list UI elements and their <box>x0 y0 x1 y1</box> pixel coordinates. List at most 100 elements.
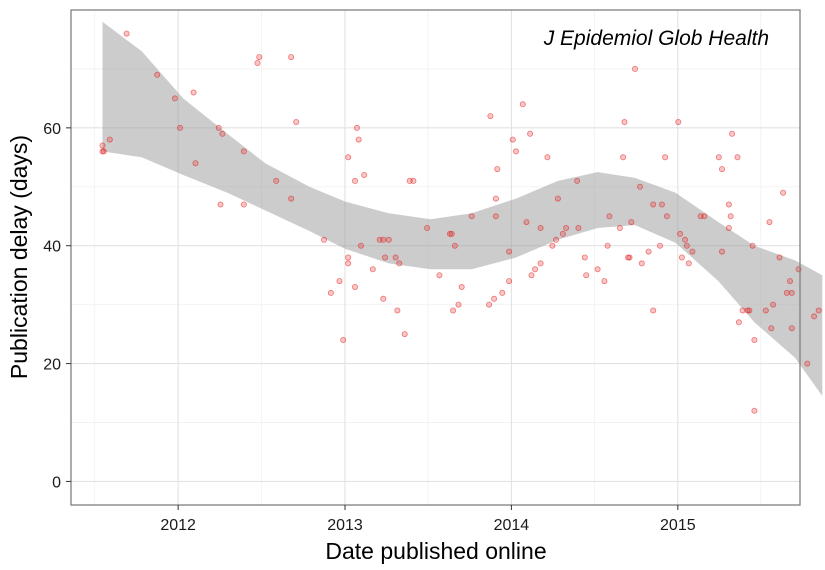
data-point <box>219 130 226 137</box>
data-point <box>574 177 581 184</box>
data-point <box>616 224 623 231</box>
data-point <box>491 295 498 302</box>
data-point <box>770 301 777 308</box>
data-point <box>492 213 499 220</box>
journal-annotation: J Epidemiol Glob Health <box>543 27 769 50</box>
data-point <box>506 278 513 285</box>
data-point <box>380 236 387 243</box>
data-point <box>662 154 669 161</box>
data-point <box>123 30 130 37</box>
data-point <box>751 407 758 414</box>
data-point <box>192 160 199 167</box>
data-point <box>776 254 783 261</box>
x-tick-label: 2015 <box>660 517 696 534</box>
data-point <box>804 360 811 367</box>
data-point <box>240 148 247 155</box>
data-point <box>217 201 224 208</box>
data-point <box>581 254 588 261</box>
data-point <box>715 154 722 161</box>
data-point <box>190 89 197 96</box>
y-tick-label: 0 <box>52 474 61 491</box>
data-point <box>663 213 670 220</box>
data-point <box>351 177 358 184</box>
data-point <box>735 319 742 326</box>
data-point <box>594 266 601 273</box>
data-point <box>762 307 769 314</box>
data-point <box>499 289 506 296</box>
data-point <box>701 213 708 220</box>
data-point <box>385 236 392 243</box>
data-point <box>494 166 501 173</box>
data-point <box>626 254 633 261</box>
data-point <box>527 130 534 137</box>
grid <box>71 10 800 505</box>
data-point <box>675 119 682 126</box>
data-point <box>394 307 401 314</box>
data-point <box>749 242 756 249</box>
data-point <box>254 60 261 67</box>
data-point <box>450 307 457 314</box>
data-point <box>638 260 645 267</box>
data-point <box>650 307 657 314</box>
data-point <box>293 119 300 126</box>
data-point <box>650 201 657 208</box>
data-point <box>683 242 690 249</box>
y-tick-label: 40 <box>43 239 61 256</box>
data-point <box>273 177 280 184</box>
data-point <box>783 289 790 296</box>
data-point <box>392 254 399 261</box>
data-point <box>554 195 561 202</box>
data-point <box>256 54 263 61</box>
data-point <box>506 248 513 255</box>
data-point <box>537 260 544 267</box>
data-point <box>734 154 741 161</box>
data-point <box>455 301 462 308</box>
data-point <box>780 189 787 196</box>
data-point <box>345 260 352 267</box>
y-axis-title: Publication delay (days) <box>6 135 32 379</box>
data-point <box>361 171 368 178</box>
plot-border <box>70 9 801 506</box>
confidence-band-area <box>102 21 823 397</box>
data-point <box>604 242 611 249</box>
data-point <box>751 336 758 343</box>
data-point <box>637 183 644 190</box>
data-point <box>621 119 628 126</box>
data-point <box>353 124 360 131</box>
data-point <box>559 230 566 237</box>
data-point <box>811 313 818 320</box>
data-point <box>458 283 465 290</box>
x-tick-label: 2013 <box>327 517 363 534</box>
data-point <box>486 301 493 308</box>
data-point <box>336 278 343 285</box>
data-point <box>288 195 295 202</box>
data-point <box>99 142 106 149</box>
x-axis-title: Date published online <box>325 538 546 564</box>
data-point <box>729 130 736 137</box>
data-point <box>100 148 107 155</box>
data-point <box>327 289 334 296</box>
data-point <box>154 71 161 78</box>
data-point <box>719 248 726 255</box>
data-point <box>657 242 664 249</box>
data-point <box>685 260 692 267</box>
data-point <box>513 148 520 155</box>
smooth-confidence-band <box>102 21 823 397</box>
data-point <box>446 230 453 237</box>
data-point <box>727 213 734 220</box>
data-point <box>719 166 726 173</box>
data-point <box>320 236 327 243</box>
data-point <box>678 254 685 261</box>
data-point <box>658 201 665 208</box>
data-point <box>436 272 443 279</box>
data-point <box>355 136 362 143</box>
data-point <box>448 230 455 237</box>
data-point <box>544 154 551 161</box>
data-point <box>628 219 635 226</box>
data-point <box>689 248 696 255</box>
data-point <box>553 236 560 243</box>
data-point <box>575 224 582 231</box>
data-point <box>537 224 544 231</box>
data-point <box>288 54 295 61</box>
data-point <box>171 95 178 102</box>
